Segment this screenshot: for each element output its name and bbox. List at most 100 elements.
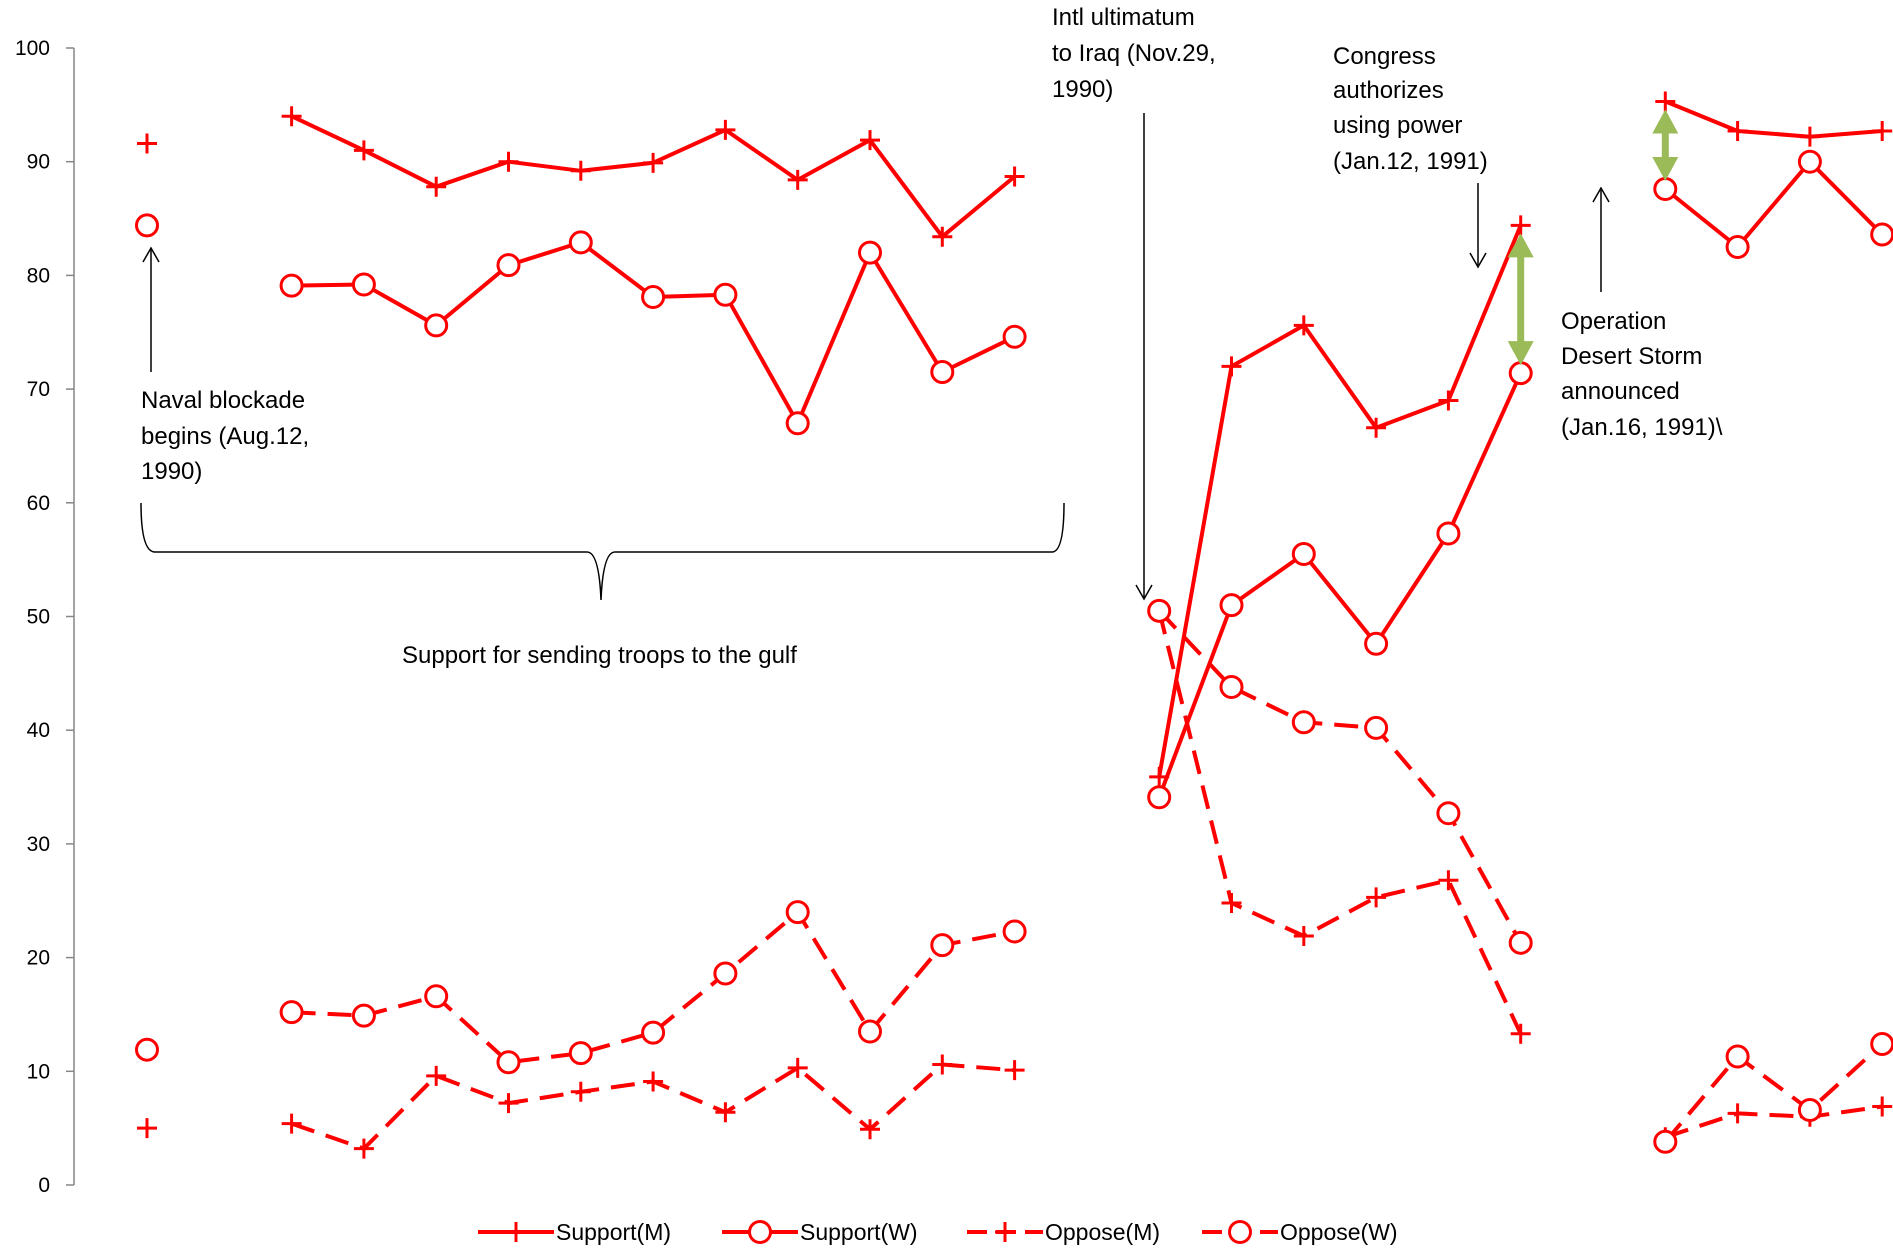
y-tick-label: 20 xyxy=(27,947,50,970)
data-point-circle xyxy=(930,933,955,958)
legend-label: Oppose(M) xyxy=(1045,1219,1160,1245)
data-point-circle xyxy=(1219,593,1244,618)
y-axis: 0 10 20 30 40 50 60 70 80 90 100 xyxy=(15,37,75,1197)
data-point-circle xyxy=(641,1020,666,1045)
data-point-plus xyxy=(1799,126,1820,147)
series-support-w xyxy=(135,149,1893,810)
legend-label: Support(M) xyxy=(556,1219,671,1245)
data-point-circle xyxy=(1147,785,1172,810)
y-axis-ticks: 0 10 20 30 40 50 60 70 80 90 100 xyxy=(15,37,74,1197)
data-point-plus xyxy=(281,1113,302,1134)
ultimatum-line-1: Intl ultimatum xyxy=(1052,4,1195,31)
gap-arrow-head-down xyxy=(1507,341,1534,366)
data-point-plus xyxy=(1655,91,1676,112)
data-point-circle xyxy=(279,1000,304,1025)
storm-line-1: Operation xyxy=(1561,308,1666,335)
data-point-plus xyxy=(353,140,374,161)
data-point-plus xyxy=(1438,390,1459,411)
data-point-circle xyxy=(1291,710,1316,735)
data-point-plus xyxy=(498,1093,519,1114)
data-point-plus xyxy=(787,1057,808,1078)
data-point-circle xyxy=(568,1041,593,1066)
y-tick-label: 50 xyxy=(27,606,50,629)
data-point-circle xyxy=(1364,715,1389,740)
data-point-circle xyxy=(785,411,810,436)
series-oppose-w xyxy=(135,598,1893,1154)
legend-item: Support(M) xyxy=(478,1219,671,1245)
data-point-plus xyxy=(1510,215,1531,236)
data-point-circle xyxy=(1797,149,1822,174)
data-point-plus xyxy=(1293,925,1314,946)
data-point-plus xyxy=(1727,121,1748,142)
data-point-plus xyxy=(1366,887,1387,908)
data-point-plus xyxy=(1438,870,1459,891)
storm-line-4: (Jan.16, 1991)\ xyxy=(1561,414,1723,441)
naval-blockade-label: Naval blockade begins (Aug.12, 1990) xyxy=(141,387,316,485)
data-point-circle xyxy=(1436,521,1461,546)
series-line xyxy=(1157,372,1523,799)
ultimatum-line-2: to Iraq (Nov.29, xyxy=(1052,40,1216,67)
y-tick-label: 0 xyxy=(38,1174,50,1197)
data-point-circle xyxy=(748,1220,772,1244)
gap-arrow-head-up xyxy=(1652,109,1679,134)
data-point-circle xyxy=(1870,1032,1893,1057)
series-line xyxy=(1157,609,1523,944)
data-point-plus xyxy=(715,1102,736,1123)
data-point-circle xyxy=(1364,631,1389,656)
data-point-plus xyxy=(643,1071,664,1092)
data-point-circle xyxy=(713,961,738,986)
congress-line-3: using power xyxy=(1333,112,1462,139)
data-point-plus xyxy=(1727,1103,1748,1124)
congress-line-4: (Jan.12, 1991) xyxy=(1333,148,1488,175)
troops-brace xyxy=(140,502,1065,601)
series-line xyxy=(1664,159,1884,249)
data-point-circle xyxy=(1508,930,1533,955)
data-point-circle xyxy=(1002,919,1027,944)
data-point-circle xyxy=(1002,324,1027,349)
series-line xyxy=(1157,610,1523,1035)
series-line xyxy=(291,240,1016,426)
storm-line-2: Desert Storm xyxy=(1561,343,1702,370)
ultimatum-line-3: 1990) xyxy=(1052,76,1113,103)
y-tick-label: 70 xyxy=(27,378,50,401)
data-point-circle xyxy=(135,213,159,238)
data-point-plus xyxy=(860,130,880,151)
data-point-circle xyxy=(568,230,593,255)
data-point-circle xyxy=(1219,674,1244,699)
y-tick-label: 60 xyxy=(27,492,50,515)
data-point-circle xyxy=(1653,1129,1678,1154)
data-point-plus xyxy=(570,1081,591,1102)
congress-arrow-head xyxy=(1469,252,1487,269)
storm-label: Operation Desert Storm announced (Jan.16… xyxy=(1561,308,1723,441)
data-point-circle xyxy=(1228,1220,1252,1244)
series-layer xyxy=(135,91,1893,1159)
data-point-plus xyxy=(426,176,447,197)
y-tick-label: 30 xyxy=(27,833,50,856)
data-point-circle xyxy=(496,253,521,278)
data-point-plus xyxy=(643,152,664,173)
series-line xyxy=(1664,1104,1883,1140)
y-tick-label: 40 xyxy=(27,719,50,742)
data-point-circle xyxy=(1725,1044,1750,1069)
ultimatum-arrow-head xyxy=(1135,584,1153,601)
data-point-plus xyxy=(1004,1060,1025,1081)
series-support-m xyxy=(137,91,1893,787)
legend: Support(M) Support(W) Oppose(M) Oppose(W) xyxy=(478,1219,1398,1245)
data-point-plus xyxy=(1510,1023,1531,1044)
data-point-circle xyxy=(930,360,955,385)
y-tick-label: 90 xyxy=(27,151,50,174)
data-point-plus xyxy=(426,1065,447,1086)
data-point-plus xyxy=(932,226,953,247)
data-point-plus xyxy=(1366,417,1387,438)
data-point-plus xyxy=(1293,315,1314,336)
data-point-plus xyxy=(1221,356,1242,377)
data-point-circle xyxy=(1147,598,1172,623)
gap-arrow-head-down xyxy=(1652,156,1679,181)
data-point-plus xyxy=(281,106,302,127)
data-point-circle xyxy=(1870,222,1893,247)
naval-line-3: 1990) xyxy=(141,458,202,485)
data-point-circle xyxy=(279,273,304,298)
data-point-circle xyxy=(1653,176,1678,201)
series-line xyxy=(1664,99,1883,139)
data-point-plus xyxy=(137,1118,157,1139)
